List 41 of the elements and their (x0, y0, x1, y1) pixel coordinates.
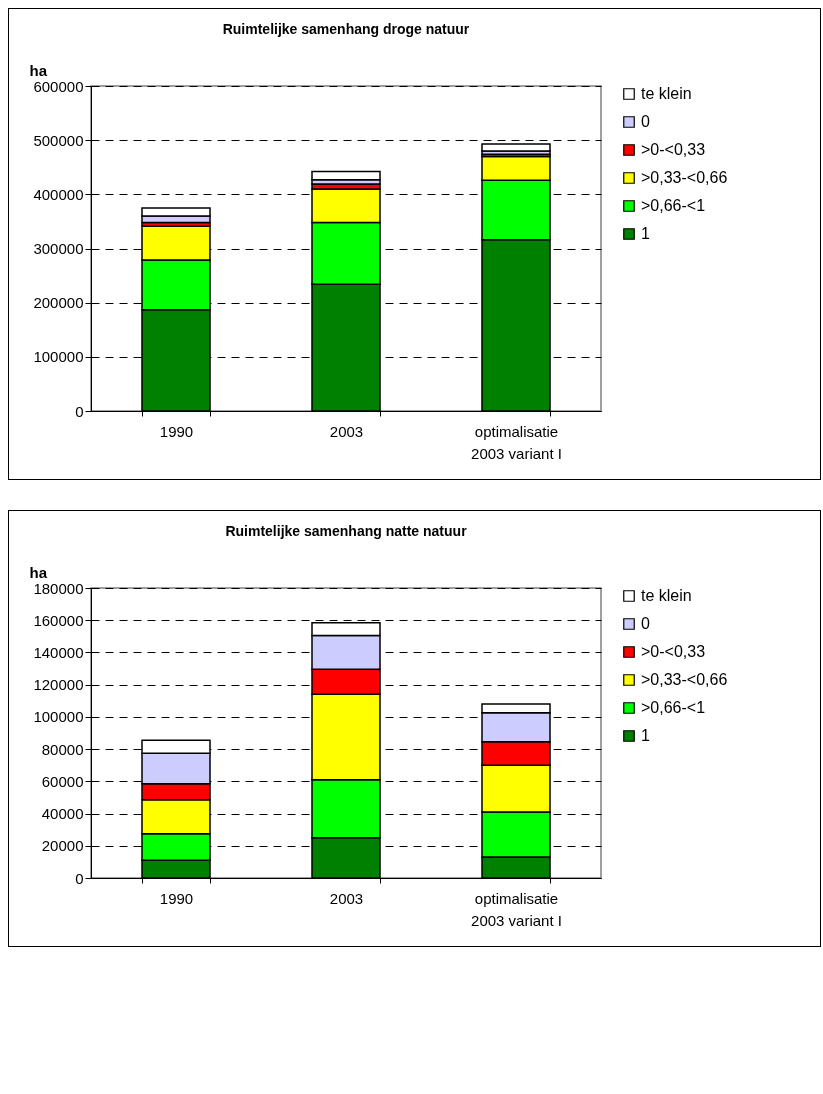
y-tick-label: 40000 (41, 805, 84, 823)
y-tick-label: 180000 (33, 579, 84, 597)
x-tick-label: optimalisatie 2003 variant I (471, 422, 562, 462)
x-tick-label: 1990 (159, 422, 194, 440)
y-axis-title: ha (29, 563, 48, 581)
y-axis-title: ha (29, 61, 48, 79)
y-tick-label: 0 (75, 402, 84, 420)
legend-label: 1 (641, 727, 650, 744)
legend-label: >0,66-<1 (641, 699, 706, 716)
x-tick-label: 1990 (159, 889, 194, 907)
legend-label: te klein (641, 85, 692, 102)
y-tick-label: 120000 (33, 676, 84, 694)
x-tick-label: 2003 (329, 889, 364, 907)
legend-label: >0,66-<1 (641, 197, 706, 214)
y-tick-label: 200000 (33, 294, 84, 312)
y-tick-label: 0 (75, 869, 84, 887)
y-tick-label: 400000 (33, 185, 84, 203)
y-tick-label: 60000 (41, 772, 84, 790)
x-tick-label: 2003 (329, 422, 364, 440)
legend-label: 1 (641, 225, 650, 242)
y-tick-label: 80000 (41, 740, 84, 758)
legend-label: 0 (641, 113, 650, 130)
legend-label: >0,33-<0,66 (641, 671, 728, 688)
x-tick-label: optimalisatie 2003 variant I (471, 889, 562, 929)
legend-label: >0-<0,33 (641, 141, 706, 158)
legend-label: >0-<0,33 (641, 643, 706, 660)
chart-title: Ruimtelijke samenhang droge natuur (222, 21, 470, 37)
y-tick-label: 100000 (33, 708, 84, 726)
chart-title: Ruimtelijke samenhang natte natuur (225, 523, 468, 539)
legend-label: >0,33-<0,66 (641, 169, 728, 186)
bar (481, 143, 551, 152)
legend-label: te klein (641, 587, 692, 604)
y-tick-label: 500000 (33, 131, 84, 149)
y-tick-label: 160000 (33, 611, 84, 629)
y-tick-label: 140000 (33, 643, 84, 661)
y-tick-label: 600000 (33, 77, 84, 95)
legend-label: 0 (641, 615, 650, 632)
y-tick-label: 100000 (33, 348, 84, 366)
y-tick-label: 300000 (33, 240, 84, 257)
bar (311, 170, 381, 181)
y-tick-label: 20000 (41, 837, 84, 855)
